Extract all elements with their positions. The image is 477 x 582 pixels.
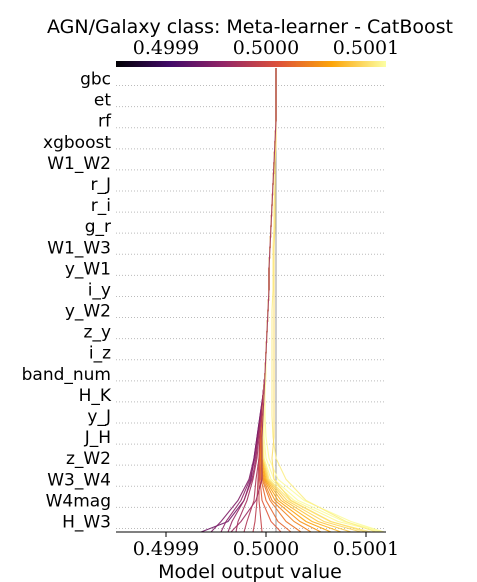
feature-label: band_num xyxy=(22,365,111,385)
feature-label: W1_W2 xyxy=(47,154,111,174)
decision-line xyxy=(264,68,385,533)
colorbar xyxy=(116,61,386,67)
feature-label: gbc xyxy=(80,70,111,90)
chart-title: AGN/Galaxy class: Meta-learner - CatBoos… xyxy=(47,16,453,38)
decision-line xyxy=(271,68,367,533)
feature-label: rf xyxy=(98,112,112,132)
feature-label: J_H xyxy=(84,428,111,448)
top-ticks: 0.4999 0.5000 0.5001 xyxy=(133,37,399,59)
bottom-tick-label: 0.5000 xyxy=(233,538,299,560)
decision-line xyxy=(262,68,372,533)
feature-label: z_y xyxy=(84,323,111,343)
feature-label: W3_W4 xyxy=(47,470,111,490)
decision-line xyxy=(235,68,277,533)
feature-label: et xyxy=(94,91,111,111)
feature-label: y_J xyxy=(87,407,111,427)
bottom-tick-label: 0.4999 xyxy=(133,538,199,560)
top-tick-label: 0.4999 xyxy=(133,37,199,59)
colorbar-gradient xyxy=(116,61,386,67)
feature-label: r_J xyxy=(90,175,111,195)
feature-label: z_W2 xyxy=(66,449,111,469)
feature-label: g_r xyxy=(85,217,111,237)
feature-label: H_W3 xyxy=(62,512,111,532)
top-tick-label: 0.5000 xyxy=(233,37,299,59)
decision-line xyxy=(260,68,302,533)
top-tick-label: 0.5001 xyxy=(333,37,399,59)
feature-label: H_K xyxy=(79,386,112,406)
gridlines xyxy=(116,85,386,529)
decision-line xyxy=(262,68,382,533)
decision-line xyxy=(260,68,322,533)
decision-line xyxy=(271,68,377,533)
feature-label: W4mag xyxy=(46,491,111,511)
decision-line xyxy=(230,68,277,533)
feature-label: y_W2 xyxy=(65,302,111,322)
x-axis-label: Model output value xyxy=(158,561,342,582)
feature-label: y_W1 xyxy=(65,259,111,279)
feature-label: i_z xyxy=(89,344,111,364)
feature-label: W1_W3 xyxy=(47,238,111,258)
bottom-ticks: 0.4999 0.5000 0.5001 xyxy=(133,532,399,560)
bottom-tick-label: 0.5001 xyxy=(333,538,399,560)
feature-labels: gbcetrfxgboostW1_W2r_Jr_ig_rW1_W3y_W1i_y… xyxy=(22,70,112,533)
feature-label: r_i xyxy=(91,196,111,216)
decision-lines xyxy=(200,68,385,533)
decision-line xyxy=(263,68,385,533)
decision-line xyxy=(210,68,277,533)
feature-label: i_y xyxy=(88,280,111,300)
feature-label: xgboost xyxy=(43,133,111,153)
